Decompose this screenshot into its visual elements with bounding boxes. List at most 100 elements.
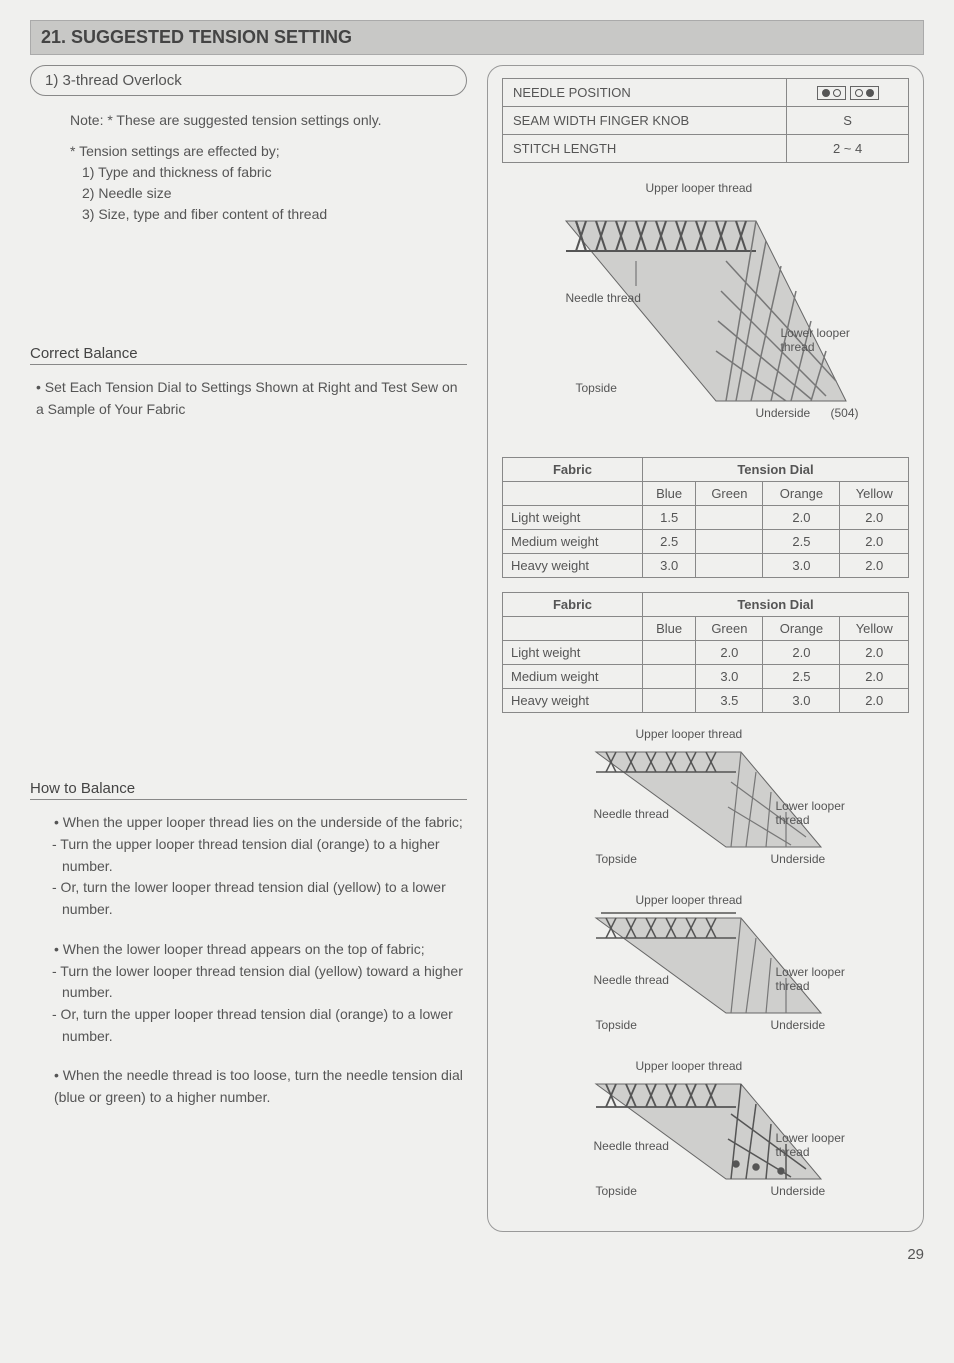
td-val: 3.0 xyxy=(642,554,695,578)
table-row: Light weight 2.0 2.0 2.0 xyxy=(503,641,909,665)
htb-b2-s1: - Turn the lower looper thread tension d… xyxy=(62,961,467,1004)
td-val xyxy=(696,506,763,530)
th-fabric: Fabric xyxy=(503,458,643,482)
td-fabric: Light weight xyxy=(503,641,643,665)
table-row: Blue Green Orange Yellow xyxy=(503,482,909,506)
dg-topside-label: Topside xyxy=(576,381,617,395)
td-fabric: Light weight xyxy=(503,506,643,530)
td-fabric: Medium weight xyxy=(503,530,643,554)
sd2-upper: Upper looper thread xyxy=(636,893,743,907)
td-val: 2.0 xyxy=(763,641,840,665)
note-item-1: 1) Type and thickness of fabric xyxy=(82,162,467,183)
left-column: 1) 3-thread Overlock Note: * These are s… xyxy=(30,65,467,1232)
settings-label: STITCH LENGTH xyxy=(503,135,787,163)
th-col: Blue xyxy=(642,482,695,506)
dg-needle-thread-label: Needle thread xyxy=(566,291,641,305)
tension-table-1: Fabric Tension Dial Blue Green Orange Ye… xyxy=(502,457,909,578)
sd3-lower: Lower looper thread xyxy=(776,1131,876,1159)
td-fabric: Medium weight xyxy=(503,665,643,689)
htb-b1-intro: • When the upper looper thread lies on t… xyxy=(54,812,467,834)
td-val xyxy=(696,530,763,554)
th-dial: Tension Dial xyxy=(642,458,908,482)
how-to-balance-block: • When the upper looper thread lies on t… xyxy=(36,812,467,1108)
th-col: Orange xyxy=(763,617,840,641)
td-val: 2.0 xyxy=(840,665,909,689)
td-val: 2.0 xyxy=(840,689,909,713)
sd1-lower: Lower looper thread xyxy=(776,799,876,827)
note-line-2: * Tension settings are effected by; xyxy=(70,141,467,162)
sd1-needle: Needle thread xyxy=(594,807,669,821)
td-val: 3.5 xyxy=(696,689,763,713)
table-row: Heavy weight 3.0 3.0 2.0 xyxy=(503,554,909,578)
htb-b3: • When the needle thread is too loose, t… xyxy=(54,1065,467,1108)
settings-value xyxy=(787,79,909,107)
sd3-topside: Topside xyxy=(596,1184,637,1198)
sd3-needle: Needle thread xyxy=(594,1139,669,1153)
td-val: 3.0 xyxy=(696,665,763,689)
table-row: Fabric Tension Dial xyxy=(503,458,909,482)
sd1-upper: Upper looper thread xyxy=(636,727,743,741)
dg-code-label: (504) xyxy=(831,406,859,420)
th-col: Green xyxy=(696,617,763,641)
tension-table-2: Fabric Tension Dial Blue Green Orange Ye… xyxy=(502,592,909,713)
small-diagram-2: Upper looper thread xyxy=(536,893,876,1043)
settings-label: SEAM WIDTH FINGER KNOB xyxy=(503,107,787,135)
htb-b1-s2: - Or, turn the lower looper thread tensi… xyxy=(62,877,467,920)
td-val: 2.0 xyxy=(840,506,909,530)
th-col: Green xyxy=(696,482,763,506)
table-row: Fabric Tension Dial xyxy=(503,593,909,617)
td-val: 3.0 xyxy=(763,689,840,713)
td-val: 3.0 xyxy=(763,554,840,578)
table-row: Medium weight 2.5 2.5 2.0 xyxy=(503,530,909,554)
th-fabric: Fabric xyxy=(503,593,643,617)
how-to-balance-heading: How to Balance xyxy=(30,780,467,800)
table-row: SEAM WIDTH FINGER KNOB S xyxy=(503,107,909,135)
sd3-underside: Underside xyxy=(771,1184,826,1198)
th-col: Yellow xyxy=(840,482,909,506)
settings-table: NEEDLE POSITION SEAM WIDTH FINGER KNOB S… xyxy=(502,78,909,163)
page-number: 29 xyxy=(30,1246,924,1263)
table-row: Medium weight 3.0 2.5 2.0 xyxy=(503,665,909,689)
settings-value: 2 ~ 4 xyxy=(787,135,909,163)
dg-upper-looper-label: Upper looper thread xyxy=(646,181,753,195)
td-val xyxy=(642,665,695,689)
td-val: 2.5 xyxy=(642,530,695,554)
td-val: 2.5 xyxy=(763,665,840,689)
sd1-topside: Topside xyxy=(596,852,637,866)
td-fabric: Heavy weight xyxy=(503,689,643,713)
section-title: 21. SUGGESTED TENSION SETTING xyxy=(30,20,924,55)
sd2-needle: Needle thread xyxy=(594,973,669,987)
htb-b2-s2: - Or, turn the upper looper thread tensi… xyxy=(62,1004,467,1047)
correct-balance-bullet: • Set Each Tension Dial to Settings Show… xyxy=(36,377,467,420)
td-val xyxy=(696,554,763,578)
table-row: Light weight 1.5 2.0 2.0 xyxy=(503,506,909,530)
table-row: Blue Green Orange Yellow xyxy=(503,617,909,641)
table-row: STITCH LENGTH 2 ~ 4 xyxy=(503,135,909,163)
td-val: 1.5 xyxy=(642,506,695,530)
table-row: NEEDLE POSITION xyxy=(503,79,909,107)
td-val: 2.5 xyxy=(763,530,840,554)
th-col: Blue xyxy=(642,617,695,641)
td-val: 2.0 xyxy=(840,554,909,578)
sd2-lower: Lower looper thread xyxy=(776,965,876,993)
right-column: NEEDLE POSITION SEAM WIDTH FINGER KNOB S… xyxy=(487,65,924,1232)
table-row: Heavy weight 3.5 3.0 2.0 xyxy=(503,689,909,713)
note-item-3: 3) Size, type and fiber content of threa… xyxy=(82,204,467,225)
settings-label: NEEDLE POSITION xyxy=(503,79,787,107)
th-dial: Tension Dial xyxy=(642,593,908,617)
small-diagram-3: Upper looper thread xyxy=(536,1059,876,1209)
sd1-underside: Underside xyxy=(771,852,826,866)
settings-value: S xyxy=(787,107,909,135)
td-val: 2.0 xyxy=(763,506,840,530)
sd3-upper: Upper looper thread xyxy=(636,1059,743,1073)
sd2-topside: Topside xyxy=(596,1018,637,1032)
td-val xyxy=(642,641,695,665)
td-val: 2.0 xyxy=(840,641,909,665)
htb-b1-s1: - Turn the upper looper thread tension d… xyxy=(62,834,467,877)
correct-balance-heading: Correct Balance xyxy=(30,345,467,365)
main-stitch-diagram: Upper looper thread xyxy=(526,181,886,441)
stitch-diagram-svg xyxy=(526,181,886,441)
subsection-title: 1) 3-thread Overlock xyxy=(30,65,467,96)
th-col: Yellow xyxy=(840,617,909,641)
note-block: Note: * These are suggested tension sett… xyxy=(70,110,467,225)
